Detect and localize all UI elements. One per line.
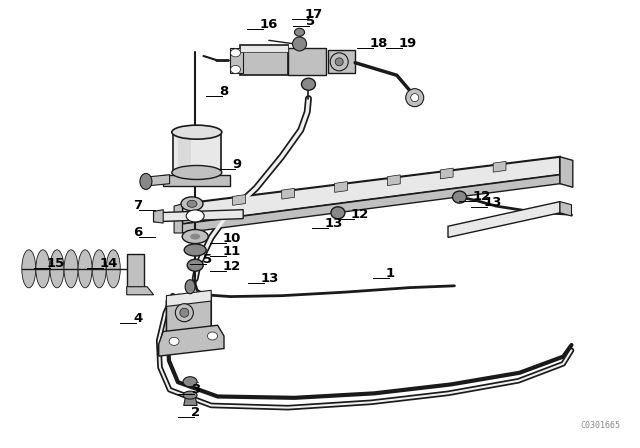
Ellipse shape <box>187 259 204 271</box>
Text: 12: 12 <box>351 207 369 220</box>
Text: 8: 8 <box>220 85 228 98</box>
Ellipse shape <box>230 65 241 73</box>
Polygon shape <box>335 181 348 192</box>
Polygon shape <box>493 161 506 172</box>
Polygon shape <box>560 202 572 216</box>
Text: 7: 7 <box>133 198 142 211</box>
Polygon shape <box>230 48 243 73</box>
Ellipse shape <box>331 207 345 219</box>
Text: C0301665: C0301665 <box>580 421 620 430</box>
Polygon shape <box>440 168 453 179</box>
Ellipse shape <box>92 250 106 288</box>
Ellipse shape <box>22 250 36 288</box>
Polygon shape <box>182 157 560 224</box>
Polygon shape <box>166 290 211 306</box>
Ellipse shape <box>183 391 197 399</box>
Ellipse shape <box>187 200 197 207</box>
Text: 16: 16 <box>260 18 278 31</box>
Text: 1: 1 <box>386 267 395 280</box>
Ellipse shape <box>183 377 197 387</box>
Text: 3: 3 <box>191 383 200 396</box>
Polygon shape <box>159 325 224 356</box>
Text: 5: 5 <box>306 15 315 28</box>
Text: 11: 11 <box>223 245 241 258</box>
Text: 4: 4 <box>133 311 142 324</box>
Text: 18: 18 <box>370 37 388 50</box>
Text: 5: 5 <box>204 253 212 266</box>
Polygon shape <box>240 45 288 75</box>
Polygon shape <box>154 210 243 222</box>
Polygon shape <box>328 50 355 73</box>
Ellipse shape <box>184 244 206 256</box>
Polygon shape <box>387 175 400 185</box>
Text: 12: 12 <box>472 190 490 202</box>
Polygon shape <box>560 157 573 187</box>
Ellipse shape <box>207 332 218 340</box>
Ellipse shape <box>175 304 193 322</box>
Ellipse shape <box>186 210 204 222</box>
Text: 13: 13 <box>484 196 502 209</box>
Ellipse shape <box>50 250 64 288</box>
Polygon shape <box>163 175 230 186</box>
Polygon shape <box>288 48 326 75</box>
Ellipse shape <box>230 49 241 57</box>
Ellipse shape <box>335 58 343 66</box>
Text: 17: 17 <box>305 8 323 21</box>
Ellipse shape <box>64 250 78 288</box>
Polygon shape <box>154 210 163 223</box>
Ellipse shape <box>172 165 222 180</box>
Polygon shape <box>173 132 221 172</box>
Ellipse shape <box>452 191 467 203</box>
Text: 6: 6 <box>133 226 142 239</box>
Polygon shape <box>240 45 288 52</box>
Polygon shape <box>282 188 294 199</box>
Ellipse shape <box>172 125 222 139</box>
Polygon shape <box>184 396 197 405</box>
Text: 13: 13 <box>325 217 344 230</box>
Text: 15: 15 <box>47 257 65 270</box>
Ellipse shape <box>411 94 419 102</box>
Polygon shape <box>174 204 182 233</box>
Text: 13: 13 <box>261 272 280 285</box>
Ellipse shape <box>140 173 152 190</box>
Polygon shape <box>233 194 246 205</box>
Ellipse shape <box>292 37 307 51</box>
Polygon shape <box>178 134 191 170</box>
Ellipse shape <box>180 308 189 317</box>
Polygon shape <box>147 175 170 186</box>
Text: 10: 10 <box>223 232 241 245</box>
Ellipse shape <box>185 280 195 294</box>
Polygon shape <box>127 287 154 295</box>
Text: 9: 9 <box>232 158 241 171</box>
Polygon shape <box>448 202 560 237</box>
Ellipse shape <box>294 28 305 36</box>
Ellipse shape <box>78 250 92 288</box>
Text: 14: 14 <box>100 257 118 270</box>
Polygon shape <box>166 296 211 332</box>
Polygon shape <box>127 254 144 287</box>
Ellipse shape <box>406 89 424 107</box>
Ellipse shape <box>169 337 179 345</box>
Ellipse shape <box>182 229 208 244</box>
Text: 2: 2 <box>191 405 200 418</box>
Ellipse shape <box>181 197 203 211</box>
Ellipse shape <box>301 78 316 90</box>
Ellipse shape <box>190 233 200 240</box>
Text: 19: 19 <box>399 37 417 50</box>
Ellipse shape <box>36 250 50 288</box>
Polygon shape <box>182 175 560 233</box>
Ellipse shape <box>330 53 348 71</box>
Text: 12: 12 <box>223 260 241 273</box>
Ellipse shape <box>106 250 120 288</box>
